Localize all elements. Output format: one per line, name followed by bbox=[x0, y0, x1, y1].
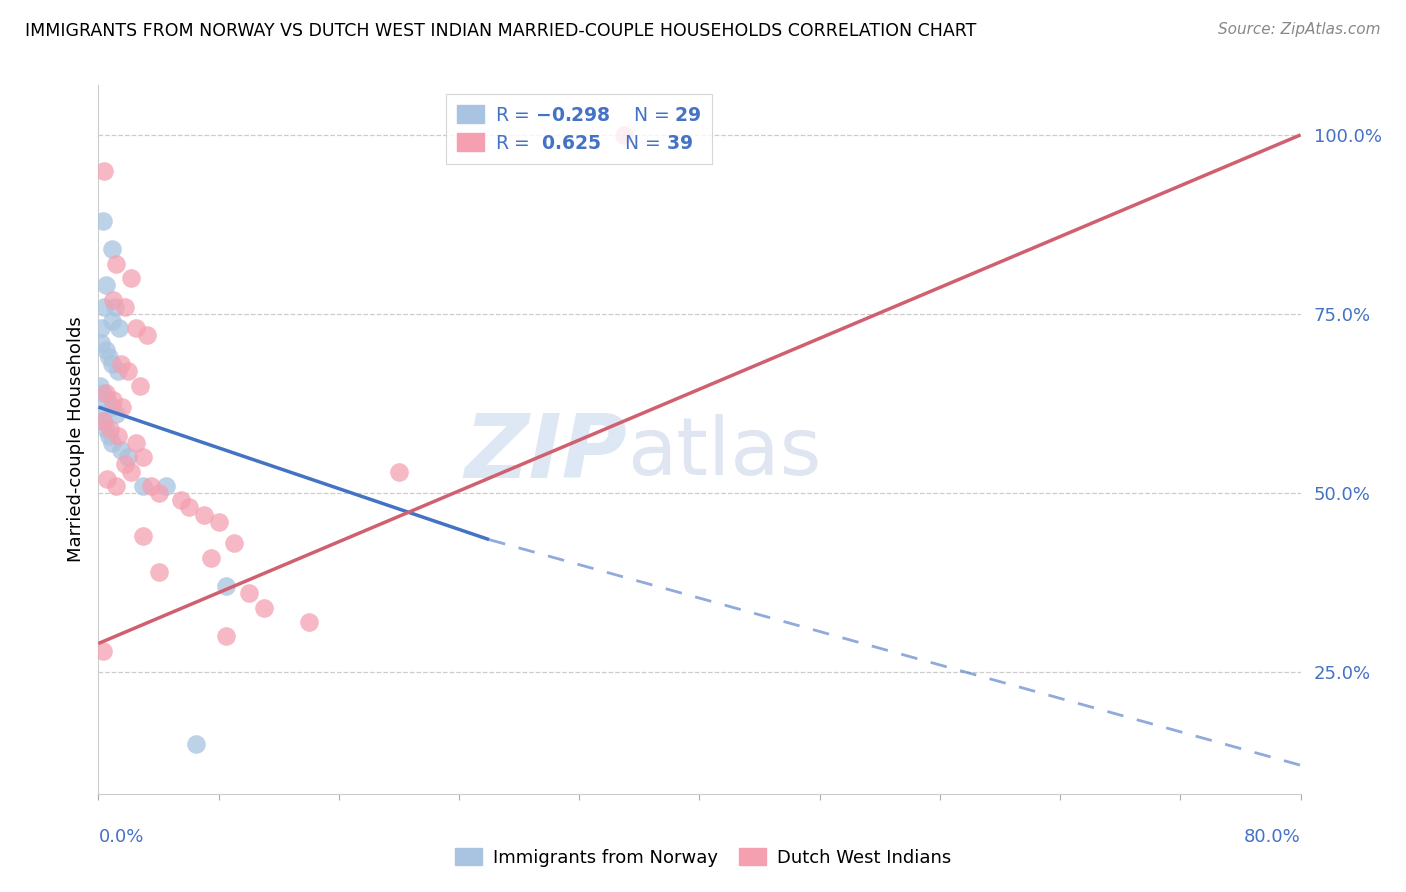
Point bbox=[208, 515, 231, 529]
Point bbox=[613, 128, 636, 142]
Point bbox=[101, 357, 124, 371]
Text: 0.0%: 0.0% bbox=[98, 828, 143, 846]
Point bbox=[101, 436, 124, 450]
Point bbox=[100, 421, 122, 435]
Point bbox=[107, 364, 129, 378]
Point bbox=[97, 350, 120, 364]
Point bbox=[93, 300, 115, 314]
Point bbox=[96, 392, 118, 407]
Point bbox=[91, 214, 114, 228]
Point bbox=[94, 278, 117, 293]
Point bbox=[139, 479, 162, 493]
Text: atlas: atlas bbox=[627, 415, 821, 492]
Point bbox=[121, 271, 143, 285]
Point bbox=[215, 629, 238, 643]
Text: IMMIGRANTS FROM NORWAY VS DUTCH WEST INDIAN MARRIED-COUPLE HOUSEHOLDS CORRELATIO: IMMIGRANTS FROM NORWAY VS DUTCH WEST IND… bbox=[25, 22, 977, 40]
Point bbox=[94, 385, 117, 400]
Point bbox=[222, 536, 245, 550]
Point bbox=[105, 479, 128, 493]
Point bbox=[105, 257, 128, 271]
Point bbox=[90, 335, 112, 350]
Point bbox=[101, 400, 124, 414]
Point bbox=[91, 414, 114, 428]
Point bbox=[117, 364, 139, 378]
Point bbox=[101, 243, 124, 257]
Point bbox=[253, 600, 276, 615]
Point bbox=[121, 465, 143, 479]
Text: ZIP: ZIP bbox=[464, 410, 627, 497]
Point bbox=[89, 378, 111, 392]
Point bbox=[107, 428, 129, 442]
Point bbox=[215, 579, 238, 593]
Point bbox=[200, 550, 222, 565]
Point bbox=[135, 328, 157, 343]
Point bbox=[184, 737, 207, 751]
Point bbox=[105, 407, 128, 421]
Point bbox=[94, 421, 117, 435]
Point bbox=[111, 400, 134, 414]
Legend: Immigrants from Norway, Dutch West Indians: Immigrants from Norway, Dutch West India… bbox=[447, 841, 959, 874]
Point bbox=[177, 500, 200, 515]
Point bbox=[238, 586, 260, 600]
Point bbox=[89, 407, 111, 421]
Point bbox=[91, 385, 114, 400]
Point bbox=[108, 321, 131, 335]
Point bbox=[90, 321, 112, 335]
Text: Source: ZipAtlas.com: Source: ZipAtlas.com bbox=[1218, 22, 1381, 37]
Point bbox=[103, 392, 125, 407]
Text: 80.0%: 80.0% bbox=[1244, 828, 1301, 846]
Point bbox=[101, 314, 124, 328]
Legend: R = $\bf{-0.298}$    N = $\bf{29}$, R =  $\bf{0.625}$    N = $\bf{39}$: R = $\bf{-0.298}$ N = $\bf{29}$, R = $\b… bbox=[446, 95, 713, 164]
Point bbox=[132, 479, 155, 493]
Point bbox=[96, 472, 118, 486]
Point bbox=[170, 493, 193, 508]
Point bbox=[132, 529, 155, 543]
Point bbox=[91, 414, 114, 428]
Point bbox=[148, 565, 170, 579]
Point bbox=[104, 300, 127, 314]
Point bbox=[129, 378, 152, 392]
Point bbox=[110, 357, 132, 371]
Point bbox=[91, 643, 114, 657]
Point bbox=[388, 465, 411, 479]
Point bbox=[94, 343, 117, 357]
Point bbox=[110, 443, 132, 458]
Point bbox=[114, 300, 136, 314]
Point bbox=[148, 486, 170, 500]
Y-axis label: Married-couple Households: Married-couple Households bbox=[66, 317, 84, 562]
Point bbox=[97, 428, 120, 442]
Point bbox=[117, 450, 139, 465]
Point bbox=[193, 508, 215, 522]
Point bbox=[114, 458, 136, 472]
Point bbox=[93, 163, 115, 178]
Point bbox=[155, 479, 177, 493]
Point bbox=[125, 321, 148, 335]
Point bbox=[103, 293, 125, 307]
Point bbox=[132, 450, 155, 465]
Point bbox=[125, 436, 148, 450]
Point bbox=[298, 615, 321, 629]
